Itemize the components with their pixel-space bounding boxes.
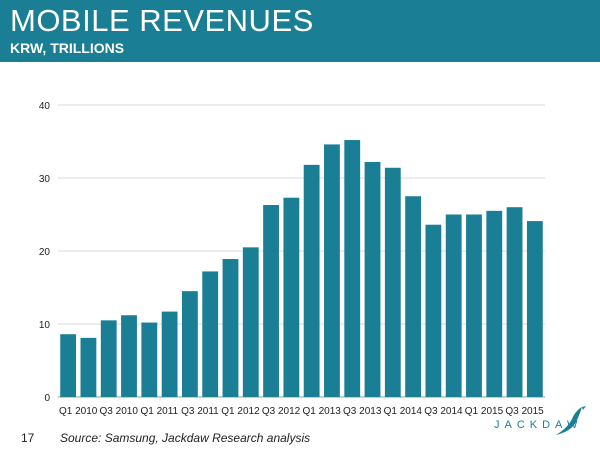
brand-logo-text: JACKDAW [494,419,583,431]
bar [506,207,523,397]
bar [526,221,543,397]
x-tick-label: Q1 2010 [59,406,98,417]
y-tick-label: 10 [39,320,51,331]
x-tick-label: Q1 2012 [221,406,260,417]
x-tick-label: Q3 2012 [262,406,301,417]
bar [384,167,401,397]
bar [283,197,300,397]
bar [425,224,442,397]
x-tick-label: Q1 2011 [141,406,179,417]
bar [344,140,361,397]
bar [80,337,97,397]
chart-subtitle: KRW, TRILLIONS [10,40,125,56]
y-tick-label: 0 [44,393,50,404]
y-tick-label: 20 [39,247,51,258]
bar [181,291,198,397]
y-tick-label: 40 [39,101,51,112]
bar [405,196,422,397]
bar [303,164,320,397]
page-number: 17 [21,431,35,445]
bar [242,247,259,397]
bar [364,161,381,397]
source-note: Source: Samsung, Jackdaw Research analys… [60,431,311,445]
bar [141,322,158,397]
bar [466,214,482,397]
bar [445,214,462,397]
bar [60,334,77,397]
x-tick-label: Q3 2015 [505,406,544,417]
chart-title: MOBILE REVENUES [10,3,314,38]
header-banner: MOBILE REVENUES KRW, TRILLIONS [0,0,600,62]
bar [202,271,219,397]
bar [222,259,239,397]
x-tick-label: Q1 2013 [302,406,341,417]
x-tick-label: Q3 2014 [424,406,463,417]
bar [100,320,117,397]
bar [486,210,503,397]
y-tick-label: 30 [39,174,51,185]
x-tick-label: Q3 2013 [343,406,382,417]
bar [324,144,340,397]
x-tick-label: Q3 2010 [100,406,139,417]
x-tick-label: Q1 2015 [465,406,504,417]
bar [121,315,137,397]
jackdaw-bird-icon [556,406,586,435]
x-tick-label: Q1 2014 [384,406,423,417]
bar [263,205,279,397]
bar [161,311,178,397]
x-tick-label: Q3 2011 [181,406,219,417]
